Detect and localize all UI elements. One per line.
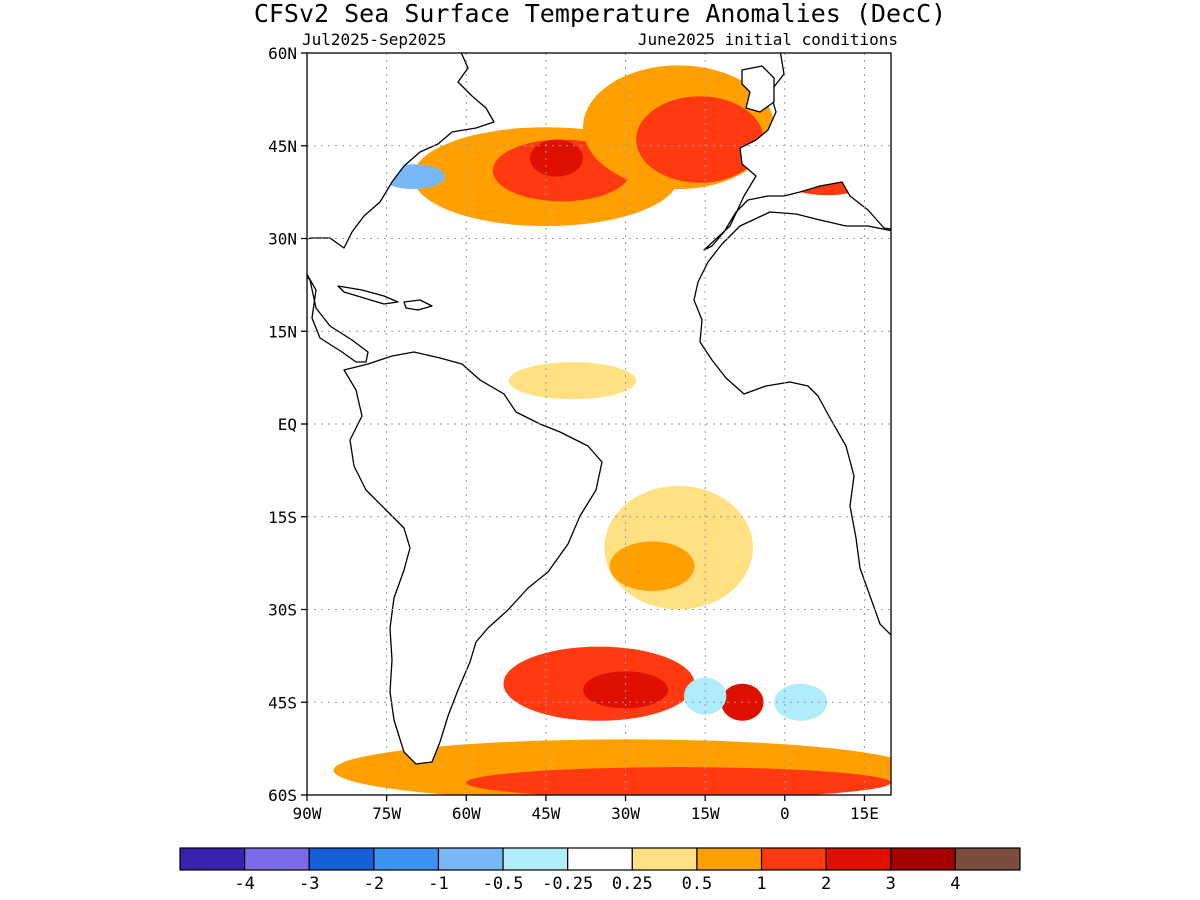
colorbar-label: -1 <box>428 874 448 894</box>
british-isles <box>741 65 775 113</box>
anomaly-patch-ne-atlantic-warm-core <box>636 96 764 183</box>
lon-tick-label: 75W <box>372 804 401 823</box>
anomaly-patch-southern-ocean-hot <box>466 767 891 795</box>
colorbar-swatch <box>308 847 375 871</box>
anomaly-patch-gulf-guinea-cool <box>678 411 785 437</box>
colorbar-swatch <box>244 847 310 871</box>
anomaly-patch-tropical-north-warm <box>508 362 637 400</box>
map-layers <box>307 53 891 795</box>
latitude-axis: 60N 45N 30N 15N EQ 15S 30S 45S 60S <box>268 44 307 805</box>
africa-land <box>693 211 891 636</box>
colorbar-label: 0.5 <box>682 874 713 894</box>
lon-tick-label: 45W <box>531 804 560 823</box>
colorbar-label: 0.25 <box>612 874 653 894</box>
lon-tick-label: 90W <box>293 804 322 823</box>
colorbar-swatch <box>179 847 246 871</box>
lat-tick-label: EQ <box>278 415 297 434</box>
lat-tick-label: 30S <box>268 601 297 620</box>
colorbar-label: 3 <box>886 874 896 894</box>
lat-tick-label: 15S <box>268 508 297 527</box>
lon-tick-label: 60W <box>452 804 481 823</box>
colorbar-label: 4 <box>950 874 960 894</box>
anomaly-patch-south-atlantic-cool <box>683 677 727 715</box>
anomaly-shading <box>333 65 891 795</box>
lat-tick-label: 30N <box>268 230 297 249</box>
central-america-land <box>307 272 369 363</box>
colorbar: -4 -3 -2 -1 -0.5 -0.25 0.25 0.5 1 2 3 4 <box>179 847 1021 894</box>
colorbar-swatch <box>437 847 504 871</box>
lat-lon-grid <box>307 53 891 795</box>
colorbar-label: -3 <box>299 874 319 894</box>
figure-title: CFSv2 Sea Surface Temperature Anomalies … <box>254 0 946 28</box>
colorbar-label: 1 <box>756 874 766 894</box>
lon-tick-label: 15E <box>850 804 879 823</box>
colorbar-swatch <box>890 847 956 871</box>
colorbar-swatch <box>373 847 440 871</box>
initial-conditions-subtitle: June2025 initial conditions <box>638 30 898 49</box>
colorbar-swatch <box>567 847 633 871</box>
season-subtitle: Jul2025-Sep2025 <box>302 30 447 49</box>
colorbar-swatch <box>631 847 698 871</box>
colorbar-swatch <box>954 847 1021 871</box>
colorbar-label: 2 <box>821 874 831 894</box>
anomaly-patch-south-atlantic-cool-2 <box>774 683 828 721</box>
anomaly-patch-nw-atlantic-hot <box>529 139 584 177</box>
colorbar-swatch <box>696 847 763 871</box>
colorbar-label: -0.5 <box>483 874 524 894</box>
colorbar-swatch <box>825 847 892 871</box>
colorbar-label: -4 <box>234 874 254 894</box>
land-masses <box>307 53 891 765</box>
colorbar-swatch <box>502 847 569 871</box>
europe-land <box>703 53 891 251</box>
lat-tick-label: 15N <box>268 322 297 341</box>
colorbar-label: -0.25 <box>542 874 593 894</box>
lat-tick-label: 60S <box>268 786 297 805</box>
lat-tick-label: 45N <box>268 137 297 156</box>
longitude-axis: 90W 75W 60W 45W 30W 15W 0 15E <box>293 795 879 823</box>
north-america-land <box>307 53 495 249</box>
anomaly-patch-south-atlantic-warm-core <box>609 541 695 591</box>
hispaniola-island <box>403 299 433 311</box>
south-america-land <box>343 351 603 765</box>
cuba-island <box>337 285 399 305</box>
colorbar-swatch <box>760 847 827 871</box>
lat-tick-label: 60N <box>268 44 297 63</box>
lat-tick-label: 45S <box>268 693 297 712</box>
lon-tick-label: 30W <box>611 804 640 823</box>
lon-tick-label: 0 <box>780 804 790 823</box>
lon-tick-label: 15W <box>691 804 720 823</box>
colorbar-label: -2 <box>364 874 384 894</box>
anomaly-patch-south-atlantic-southern-hot <box>583 671 669 709</box>
